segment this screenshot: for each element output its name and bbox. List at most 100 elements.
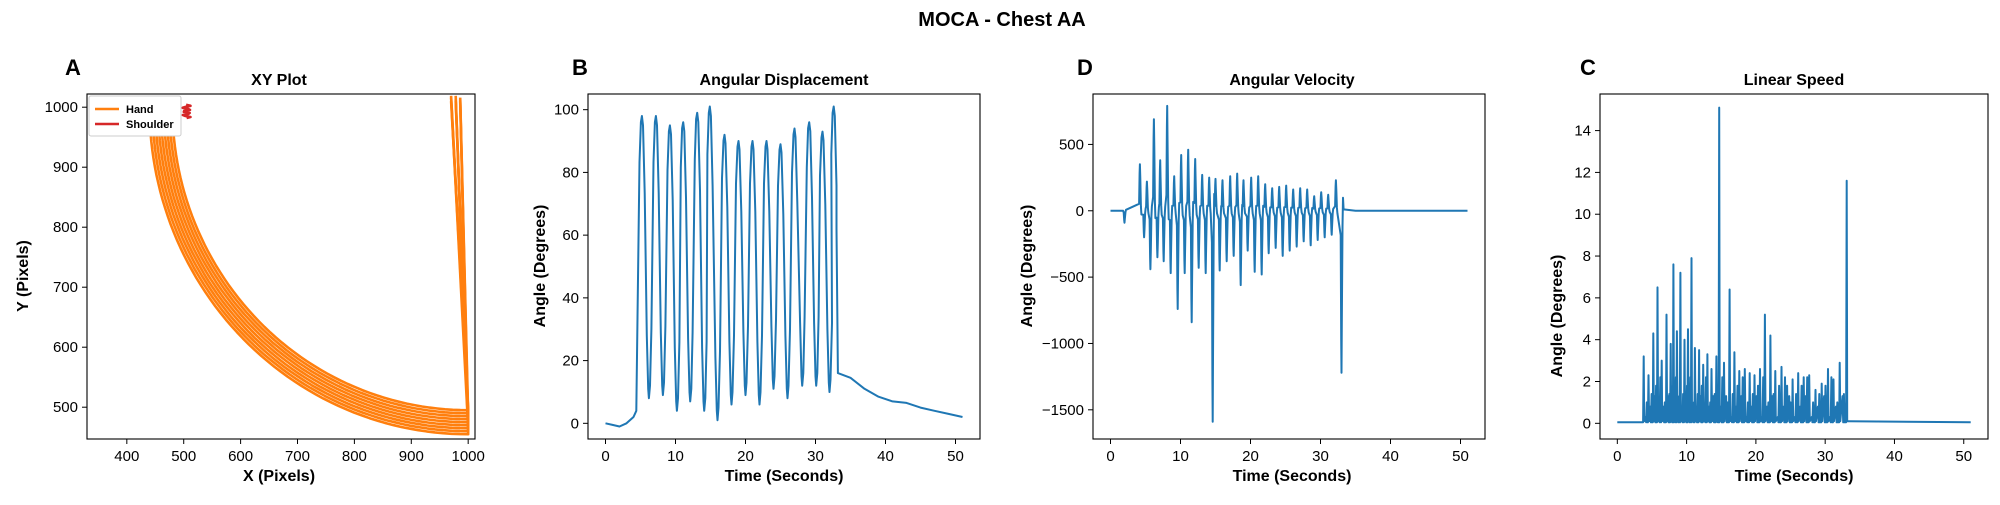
axis-ticks: 0 10 20 30 40 50 0 20 40 60 80 100	[554, 102, 964, 465]
axis-ticks: 0 10 20 30 40 50 0 2 4 6 8 10 12 14	[1574, 123, 1972, 465]
x-tick-label: 10	[1678, 448, 1695, 465]
x-tick-label: 20	[1242, 448, 1259, 465]
x-axis-label: Time (Seconds)	[1233, 468, 1352, 485]
y-tick-label: 8	[1583, 248, 1591, 265]
plot-frame	[86, 93, 476, 440]
y-axis-label: Y (Pixels)	[15, 240, 32, 312]
x-tick-label: 50	[947, 448, 964, 465]
x-tick-label: 50	[1452, 448, 1469, 465]
series-hand-line	[148, 101, 470, 436]
axis-ticks: 0 10 20 30 40 50 500 0 −500 −1000 −1500	[1042, 136, 1469, 465]
x-tick-label: 500	[171, 448, 196, 465]
x-tick-label: 40	[1382, 448, 1399, 465]
y-tick-label: −1000	[1042, 335, 1084, 352]
y-tick-label: 4	[1583, 332, 1591, 349]
x-tick-label: 700	[285, 448, 310, 465]
series-velocity-line	[1110, 104, 1468, 423]
x-tick-label: 30	[807, 448, 824, 465]
figure-title: MOCA - Chest AA	[918, 9, 1085, 31]
y-tick-label: 1000	[45, 99, 78, 116]
y-axis-label: Angle (Degrees)	[532, 205, 549, 328]
plot-frame	[587, 93, 981, 440]
panel-title: Angular Displacement	[700, 72, 870, 89]
series-shoulder-line	[181, 103, 192, 120]
legend-label-shoulder: Shoulder	[126, 119, 174, 131]
panel-xy-plot: A XY Plot X (Pixels) Y (Pixels) 400 500 60…	[15, 55, 485, 485]
x-tick-label: 0	[1613, 448, 1621, 465]
y-axis-label: Angle (Degrees)	[1549, 255, 1566, 378]
y-tick-label: 2	[1583, 374, 1591, 391]
axis-ticks: 400 500 600 700 800 900 1000 500 600 700 800 900 100…	[45, 99, 485, 465]
series-hand-line	[162, 97, 470, 418]
y-tick-label: 700	[53, 279, 78, 296]
panel-linear-speed: C Linear Speed Time (Seconds) Angle (Deg…	[1549, 55, 1989, 485]
panel-title: XY Plot	[251, 72, 307, 89]
panel-angular-displacement: B Angular Displacement Time (Seconds) An…	[532, 55, 981, 485]
x-tick-label: 40	[877, 448, 894, 465]
x-tick-label: 0	[1106, 448, 1114, 465]
y-axis-label: Angle (Degrees)	[1019, 205, 1036, 328]
y-tick-label: 60	[562, 227, 579, 244]
series-hand-line	[154, 97, 470, 430]
x-tick-label: 800	[342, 448, 367, 465]
x-tick-label: 10	[667, 448, 684, 465]
x-tick-label: 10	[1172, 448, 1189, 465]
x-tick-label: 30	[1312, 448, 1329, 465]
panel-angular-velocity: D Angular Velocity Time (Seconds) Angle …	[1019, 55, 1486, 485]
x-tick-label: 20	[737, 448, 754, 465]
x-tick-label: 30	[1817, 448, 1834, 465]
x-tick-label: 900	[399, 448, 424, 465]
plot-marks	[605, 105, 963, 428]
series-hand-line	[149, 101, 470, 412]
panel-label: B	[572, 55, 588, 80]
y-tick-label: 10	[1574, 206, 1591, 223]
y-tick-label: 20	[562, 353, 579, 370]
x-tick-label: 1000	[451, 448, 484, 465]
series-hand-line	[162, 95, 470, 421]
x-tick-label: 20	[1748, 448, 1765, 465]
legend: Hand Shoulder	[88, 95, 182, 137]
y-tick-label: 600	[53, 339, 78, 356]
series-hand-line	[159, 101, 470, 424]
y-tick-label: 0	[1076, 203, 1084, 220]
panel-label: C	[1580, 55, 1596, 80]
y-tick-label: 80	[562, 164, 579, 181]
x-tick-label: 40	[1886, 448, 1903, 465]
plot-frame	[1092, 93, 1486, 440]
panel-label: A	[65, 55, 81, 80]
y-tick-label: 12	[1574, 164, 1591, 181]
x-tick-label: 600	[228, 448, 253, 465]
panel-label: D	[1077, 55, 1093, 80]
legend-label-hand: Hand	[126, 104, 154, 116]
y-tick-label: 40	[562, 290, 579, 307]
y-tick-label: 500	[1059, 136, 1084, 153]
y-tick-label: 0	[571, 415, 579, 432]
y-tick-label: 0	[1583, 415, 1591, 432]
series-hand-line	[151, 95, 470, 433]
plot-marks	[1617, 106, 1971, 424]
y-tick-label: 14	[1574, 123, 1591, 140]
plot-marks	[1110, 104, 1468, 423]
x-tick-label: 0	[601, 448, 609, 465]
series-speed-line	[1617, 106, 1971, 424]
y-tick-label: −1500	[1042, 402, 1084, 419]
y-tick-label: 900	[53, 159, 78, 176]
series-angle-line	[605, 105, 963, 428]
panel-title: Angular Velocity	[1229, 72, 1354, 89]
x-axis-label: Time (Seconds)	[725, 468, 844, 485]
series-hand-line	[156, 99, 470, 415]
plot-marks	[148, 95, 470, 436]
panel-title: Linear Speed	[1744, 72, 1844, 89]
y-tick-label: 100	[554, 102, 579, 119]
y-tick-label: 800	[53, 219, 78, 236]
legend-box	[88, 95, 182, 137]
series-hand-line	[149, 99, 470, 427]
y-tick-label: 6	[1583, 290, 1591, 307]
y-tick-label: 500	[53, 399, 78, 416]
x-axis-label: X (Pixels)	[243, 468, 315, 485]
x-tick-label: 50	[1955, 448, 1972, 465]
x-tick-label: 400	[114, 448, 139, 465]
plot-frame	[1599, 93, 1989, 440]
